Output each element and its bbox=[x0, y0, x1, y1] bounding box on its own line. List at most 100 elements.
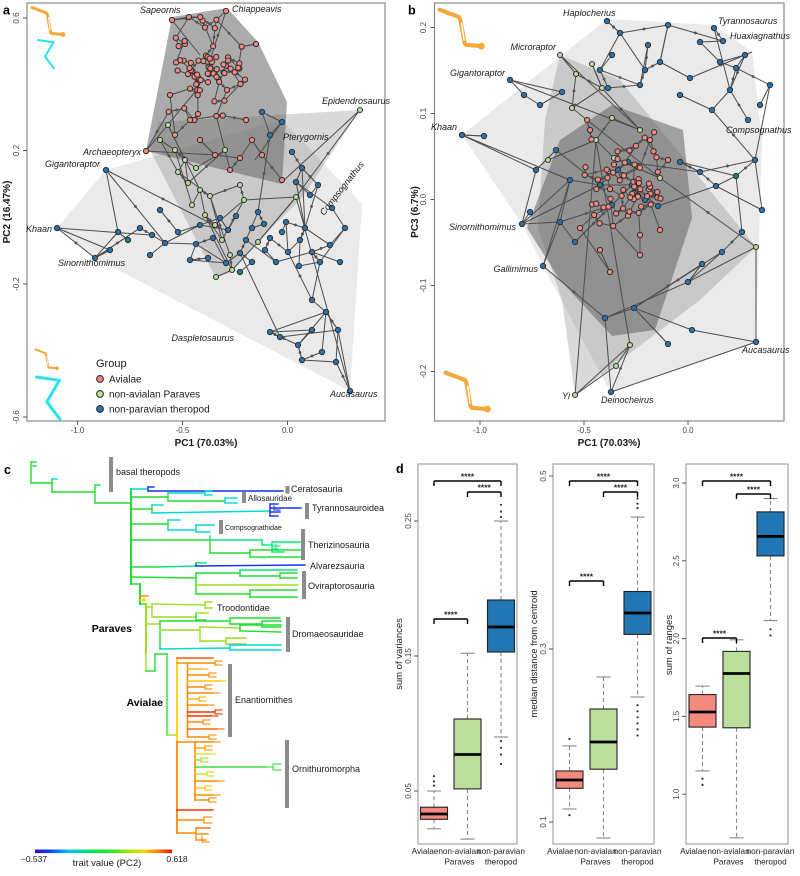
svg-text:Alvarezsauria: Alvarezsauria bbox=[310, 561, 365, 571]
svg-text:-0.1: -0.1 bbox=[419, 278, 428, 292]
svg-text:Khaan: Khaan bbox=[26, 224, 52, 234]
svg-text:0.5: 0.5 bbox=[539, 470, 548, 482]
svg-text:Daspletosaurus: Daspletosaurus bbox=[171, 333, 234, 343]
svg-text:0.15: 0.15 bbox=[404, 648, 413, 664]
svg-text:Sapeornis: Sapeornis bbox=[140, 5, 181, 15]
svg-text:Avialae: Avialae bbox=[547, 847, 574, 856]
svg-text:-0.5: -0.5 bbox=[577, 426, 591, 435]
svg-text:basal theropods: basal theropods bbox=[116, 467, 181, 477]
svg-text:Compsognathus: Compsognathus bbox=[726, 125, 792, 135]
svg-text:PC1 (70.03%): PC1 (70.03%) bbox=[175, 438, 238, 449]
svg-text:-0.2: -0.2 bbox=[12, 277, 21, 291]
svg-text:0.25: 0.25 bbox=[404, 513, 413, 529]
svg-text:1.0: 1.0 bbox=[672, 788, 681, 800]
svg-text:0.618: 0.618 bbox=[166, 854, 188, 864]
svg-text:Paraves: Paraves bbox=[580, 858, 610, 867]
svg-text:b: b bbox=[408, 4, 416, 18]
svg-text:1.5: 1.5 bbox=[672, 710, 681, 722]
svg-text:d: d bbox=[396, 462, 404, 476]
svg-text:Troodontidae: Troodontidae bbox=[217, 603, 270, 613]
svg-text:Group: Group bbox=[96, 358, 127, 370]
svg-text:Avialae: Avialae bbox=[127, 697, 164, 709]
svg-text:****: **** bbox=[614, 483, 628, 493]
svg-text:theropod: theropod bbox=[485, 858, 518, 867]
svg-text:-1.0: -1.0 bbox=[473, 426, 487, 435]
svg-text:0.1: 0.1 bbox=[539, 816, 548, 828]
svg-text:Pterygornis: Pterygornis bbox=[283, 132, 329, 142]
svg-text:****: **** bbox=[580, 572, 594, 582]
svg-text:Avialae: Avialae bbox=[680, 847, 707, 856]
svg-text:0.0: 0.0 bbox=[282, 426, 294, 435]
svg-text:Dromaeosauridae: Dromaeosauridae bbox=[292, 629, 364, 639]
svg-text:Paraves: Paraves bbox=[444, 858, 474, 867]
svg-text:sum of ranges: sum of ranges bbox=[664, 615, 675, 675]
svg-text:0.2: 0.2 bbox=[419, 21, 428, 33]
svg-text:Avialae: Avialae bbox=[412, 847, 439, 856]
svg-text:Avialae: Avialae bbox=[109, 375, 142, 386]
svg-text:non-avialan: non-avialan bbox=[707, 847, 750, 856]
svg-text:median distance from centroid: median distance from centroid bbox=[529, 590, 540, 717]
svg-text:PC1 (70.03%): PC1 (70.03%) bbox=[578, 438, 641, 449]
svg-text:-0.2: -0.2 bbox=[419, 364, 428, 378]
svg-text:****: **** bbox=[478, 483, 492, 493]
svg-text:-1.0: -1.0 bbox=[71, 426, 85, 435]
svg-text:Khaan: Khaan bbox=[431, 122, 457, 132]
svg-text:0.0: 0.0 bbox=[682, 426, 694, 435]
svg-text:Haplocherius: Haplocherius bbox=[563, 8, 616, 18]
svg-text:Enantiornithes: Enantiornithes bbox=[235, 695, 293, 705]
svg-text:-0.6: -0.6 bbox=[12, 410, 21, 424]
svg-text:Aucasaurus: Aucasaurus bbox=[329, 389, 378, 399]
svg-text:trait value (PC2): trait value (PC2) bbox=[73, 858, 142, 869]
svg-text:non-avialan Paraves: non-avialan Paraves bbox=[109, 390, 200, 401]
svg-text:Paraves: Paraves bbox=[713, 858, 743, 867]
svg-text:Gigantoraptor: Gigantoraptor bbox=[45, 159, 101, 169]
svg-text:non-paravian: non-paravian bbox=[747, 847, 795, 856]
svg-text:Ornithuromorpha: Ornithuromorpha bbox=[292, 764, 360, 774]
svg-text:PC3 (6.7%): PC3 (6.7%) bbox=[410, 186, 421, 238]
svg-text:0.6: 0.6 bbox=[12, 12, 21, 24]
svg-text:Allosauridae: Allosauridae bbox=[248, 494, 293, 503]
svg-text:0.3: 0.3 bbox=[539, 643, 548, 655]
svg-text:Oviraptorosauria: Oviraptorosauria bbox=[308, 581, 375, 591]
svg-text:Chiappeavis: Chiappeavis bbox=[232, 4, 282, 14]
svg-text:****: **** bbox=[730, 472, 744, 482]
svg-text:Paraves: Paraves bbox=[92, 623, 132, 635]
svg-text:Epidendrosaurus: Epidendrosaurus bbox=[322, 96, 391, 106]
svg-text:0.05: 0.05 bbox=[404, 783, 413, 799]
svg-text:Tyrannosaurus: Tyrannosaurus bbox=[718, 16, 778, 26]
svg-text:Aucasaurus: Aucasaurus bbox=[741, 345, 790, 355]
svg-text:−0.537: −0.537 bbox=[21, 854, 48, 864]
svg-text:0.2: 0.2 bbox=[12, 144, 21, 156]
svg-text:Compsognathidae: Compsognathidae bbox=[225, 525, 282, 532]
svg-text:Yi: Yi bbox=[562, 391, 571, 401]
svg-text:Microraptor: Microraptor bbox=[510, 42, 557, 52]
svg-text:non-paravian: non-paravian bbox=[614, 847, 662, 856]
svg-text:****: **** bbox=[597, 472, 611, 482]
svg-text:a: a bbox=[3, 4, 11, 18]
svg-text:PC2 (16.47%): PC2 (16.47%) bbox=[2, 181, 13, 244]
svg-text:0.1: 0.1 bbox=[419, 107, 428, 119]
svg-text:Huaxiagnathus: Huaxiagnathus bbox=[730, 31, 791, 41]
svg-text:non-avialan: non-avialan bbox=[574, 847, 617, 856]
svg-text:sum of variances: sum of variances bbox=[394, 618, 405, 690]
svg-text:non-paravian: non-paravian bbox=[477, 847, 525, 856]
svg-text:Sinornithomimus: Sinornithomimus bbox=[58, 258, 126, 268]
svg-text:Gallimimus: Gallimimus bbox=[493, 264, 538, 274]
svg-text:Deinocheirus: Deinocheirus bbox=[601, 395, 654, 405]
svg-text:non-paravian theropod: non-paravian theropod bbox=[109, 405, 210, 416]
svg-text:-0.5: -0.5 bbox=[176, 426, 190, 435]
svg-text:Archaeopteryx: Archaeopteryx bbox=[82, 147, 142, 157]
svg-text:****: **** bbox=[713, 629, 727, 639]
svg-text:Gigantoraptor: Gigantoraptor bbox=[450, 68, 506, 78]
svg-text:****: **** bbox=[444, 610, 458, 620]
svg-text:theropod: theropod bbox=[621, 858, 654, 867]
svg-text:c: c bbox=[4, 463, 11, 477]
svg-text:theropod: theropod bbox=[754, 858, 787, 867]
svg-text:Ceratosauria: Ceratosauria bbox=[291, 484, 343, 494]
svg-text:Therizinosauria: Therizinosauria bbox=[308, 540, 370, 550]
svg-text:Sinornithomimus: Sinornithomimus bbox=[449, 222, 517, 232]
svg-text:3.0: 3.0 bbox=[672, 477, 681, 489]
svg-text:non-avialan: non-avialan bbox=[438, 847, 481, 856]
svg-text:****: **** bbox=[747, 485, 761, 495]
svg-text:****: **** bbox=[461, 472, 475, 482]
